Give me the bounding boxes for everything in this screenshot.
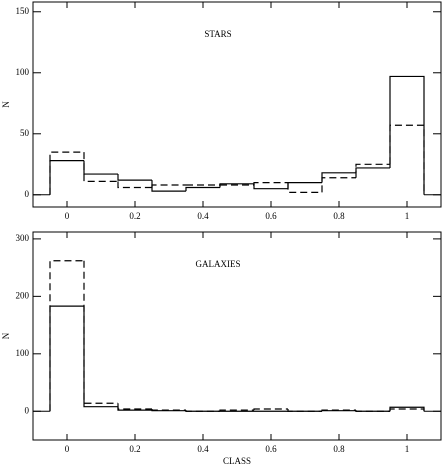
histogram-step (83, 152, 118, 182)
x-tick-label: 0 (65, 211, 70, 221)
histogram-step (389, 124, 425, 195)
x-tick-label: 0.2 (129, 444, 140, 454)
x-tick-label: 0.8 (333, 211, 345, 221)
histogram-step (49, 151, 84, 195)
chart-title: STARS (204, 29, 231, 39)
x-tick-label: 0.6 (265, 211, 277, 221)
y-tick-label: 100 (16, 348, 30, 358)
x-tick-label: 0.4 (197, 211, 209, 221)
chart-title: GALAXIES (196, 259, 241, 269)
histogram-step (185, 186, 220, 192)
histogram-step (185, 410, 220, 412)
histogram-step (83, 260, 118, 404)
y-tick-label: 0 (25, 405, 30, 415)
x-axis-label: CLASS (223, 456, 251, 465)
y-tick-label: 50 (20, 128, 30, 138)
plot-frame (32, 1, 442, 208)
x-tick-label: 0.2 (129, 211, 140, 221)
histogram-step (83, 306, 118, 408)
y-tick-label: 100 (16, 67, 30, 77)
histogram-step (287, 408, 322, 412)
histogram-step (389, 75, 425, 195)
histogram-step (83, 160, 118, 175)
histogram-step (117, 403, 152, 410)
histogram-step (253, 183, 288, 190)
x-tick-label: 0.6 (265, 444, 277, 454)
histogram-step (151, 184, 186, 188)
histogram-step (117, 181, 152, 189)
histogram-step (355, 410, 390, 412)
histogram-step (117, 174, 152, 181)
y-tick-label: 200 (16, 290, 30, 300)
y-tick-label: 300 (16, 233, 30, 243)
x-tick-label: 0.8 (333, 444, 345, 454)
histogram-step (355, 167, 390, 173)
histogram-step (287, 182, 322, 193)
histogram-step (321, 177, 356, 193)
histogram-step (321, 409, 356, 412)
histogram-step (253, 408, 288, 411)
histogram-step (49, 260, 84, 412)
y-tick-label: 0 (25, 189, 30, 199)
y-axis-label: N (1, 101, 11, 108)
histogram-step (253, 181, 288, 186)
y-tick-label: 150 (16, 6, 30, 16)
histogram-step (321, 172, 356, 183)
histogram-step (321, 410, 356, 412)
histogram-step (151, 180, 186, 192)
histogram-step (49, 305, 84, 412)
y-axis-label: N (1, 332, 11, 339)
plot-frame (32, 231, 442, 441)
histogram-step (49, 160, 84, 195)
histogram-step (151, 408, 186, 411)
histogram-step (219, 183, 254, 188)
histogram-step (219, 409, 254, 412)
x-tick-label: 1 (405, 444, 410, 454)
x-tick-label: 1 (405, 211, 410, 221)
histogram-step (355, 163, 390, 178)
x-tick-label: 0.4 (197, 444, 209, 454)
x-tick-label: 0 (65, 444, 70, 454)
histogram-step (287, 181, 322, 189)
histogram-step (389, 406, 425, 412)
histogram-step (389, 408, 425, 412)
